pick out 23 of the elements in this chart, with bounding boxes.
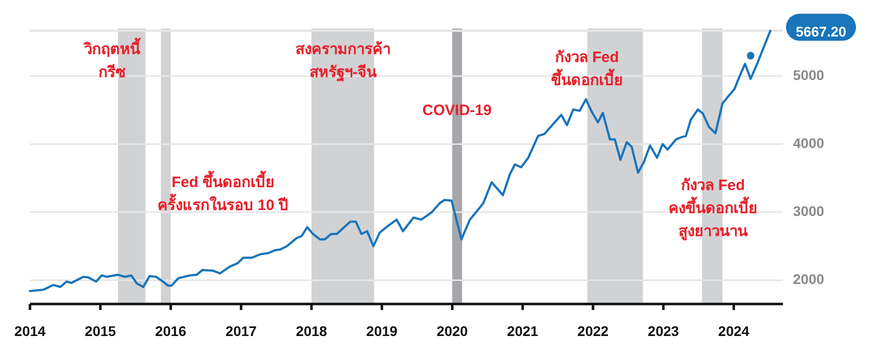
y-tick-label: 5000	[793, 66, 824, 83]
x-tick-label: 2015	[84, 323, 116, 339]
band-label: สงครามการค้า สหรัฐฯ-จีน	[296, 40, 390, 82]
ref-line-label: 5667.20	[796, 23, 847, 40]
x-tick-label: 2014	[14, 323, 46, 339]
band-label: COVID-19	[422, 102, 492, 119]
line-series	[28, 30, 772, 292]
x-tick-label: 2023	[648, 323, 680, 339]
x-tick-label: 2016	[155, 323, 187, 339]
x-tick-label: 2020	[436, 323, 468, 339]
x-tick-label: 2018	[296, 323, 328, 339]
x-tick-label: 2021	[507, 323, 538, 339]
y-tick-label: 2000	[793, 270, 824, 287]
band-label: กังวล Fed ขึ้นดอกเบี้ย	[551, 48, 623, 89]
x-tick-label: 2022	[577, 323, 609, 339]
band-label: กังวล Fed คงขึ้นดอกเบี้ย สูงยาวนาน	[668, 176, 758, 241]
y-tick-label: 3000	[793, 202, 824, 219]
y-tick-label: 4000	[793, 134, 824, 151]
band-label: วิกฤตหนี้ กรีซ	[83, 36, 141, 81]
band-label: Fed ขึ้นดอกเบี้ย ครั้งแรกในรอบ 10 ปี	[157, 170, 289, 214]
x-tick-label: 2024	[718, 323, 750, 339]
x-tick-label: 2017	[226, 323, 257, 339]
x-tick-label: 2019	[366, 323, 398, 339]
